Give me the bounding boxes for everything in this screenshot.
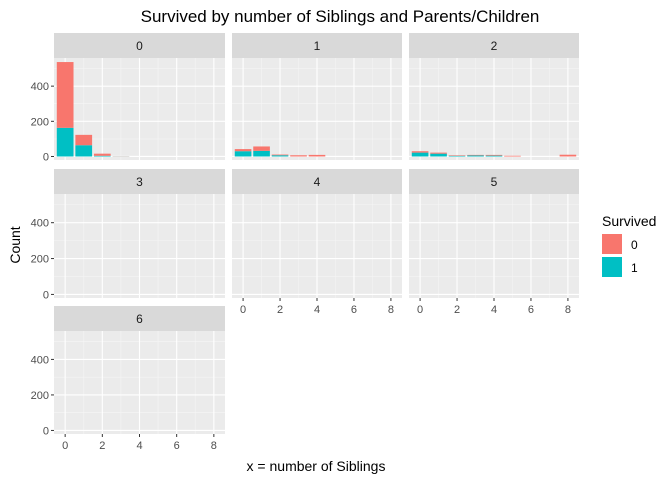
facet-strip-label: 3: [136, 175, 143, 189]
bar-survived-0: [485, 154, 503, 156]
legend-title: Survived: [602, 213, 656, 229]
bar-survived-1: [75, 145, 93, 157]
facet-strip-label: 2: [491, 39, 498, 53]
y-tick-label: 0: [43, 289, 49, 301]
legend-swatch-0: [602, 234, 622, 254]
facet-panel-3: 3 0 200 400: [31, 169, 225, 301]
facet-strip: [232, 33, 402, 58]
facet-strip-label: 6: [136, 312, 143, 326]
y-tick-label: 0: [43, 425, 49, 437]
bar-survived-1: [93, 155, 111, 157]
bar-survived-1: [411, 152, 429, 157]
x-tick-label: 8: [388, 304, 394, 316]
bar-survived-0: [234, 149, 252, 152]
facet-panel-4: 4 0 2 4 6 8: [232, 169, 402, 316]
facet-panel-5: 5 0 2 4 6 8: [409, 169, 579, 316]
bar-survived-0: [411, 151, 429, 153]
y-tick-label: 200: [31, 254, 49, 266]
bar-survived-0: [75, 134, 93, 146]
x-tick-label: 6: [351, 304, 357, 316]
bar-survived-1: [253, 150, 270, 157]
bar-survived-0: [467, 154, 484, 156]
facet-strip-label: 5: [491, 175, 498, 189]
y-tick-label: 400: [31, 81, 49, 93]
facet-panel-1: 1: [232, 33, 402, 160]
x-tick-label: 4: [491, 304, 497, 316]
facet-strip: [409, 33, 579, 58]
x-tick-label: 2: [99, 440, 105, 452]
x-tick-label: 0: [240, 304, 246, 316]
facet-strip-label: 4: [314, 175, 321, 189]
x-tick-label: 8: [211, 440, 217, 452]
bar-survived-0: [253, 146, 270, 151]
y-tick-label: 400: [31, 218, 49, 230]
facet-strip-label: 1: [314, 39, 321, 53]
bar-survived-1: [485, 155, 503, 157]
facet-strip: [409, 169, 579, 194]
y-tick-label: 200: [31, 390, 49, 402]
x-tick-label: 0: [62, 440, 68, 452]
bar-survived-0: [559, 154, 577, 157]
legend: Survived 0 1: [602, 213, 656, 277]
bar-survived-1: [271, 155, 289, 157]
facet-panel-0: 0 0 200 400: [31, 33, 225, 163]
x-tick-label: 6: [174, 440, 180, 452]
legend-label-0: 0: [631, 238, 638, 252]
x-tick-label: 2: [454, 304, 460, 316]
x-tick-label: 2: [277, 304, 283, 316]
bar-survived-0: [448, 155, 466, 156]
bar-survived-0: [93, 153, 111, 156]
bar-survived-1: [467, 155, 484, 157]
facet-strip: [232, 169, 402, 194]
facet-strip: [54, 33, 225, 58]
x-tick-label: 6: [528, 304, 534, 316]
y-axis-title: Count: [7, 226, 23, 263]
bar-survived-0: [271, 154, 289, 156]
bar-survived-1: [448, 155, 466, 157]
facet-panel-6: 6 0 200 400 0 2 4 6 8: [31, 306, 225, 452]
facet-strip: [54, 306, 225, 331]
y-tick-label: 0: [43, 151, 49, 163]
bar-survived-0: [308, 154, 326, 157]
y-tick-label: 400: [31, 354, 49, 366]
y-tick-label: 200: [31, 116, 49, 128]
bar-survived-1: [56, 127, 74, 157]
x-tick-label: 4: [136, 440, 142, 452]
facet-strip-label: 0: [136, 39, 143, 53]
bar-survived-0: [430, 152, 447, 154]
x-tick-label: 4: [314, 304, 320, 316]
bar-survived-0: [56, 62, 74, 128]
x-tick-label: 8: [565, 304, 571, 316]
bar-survived-1: [430, 153, 447, 157]
legend-swatch-1: [602, 257, 622, 277]
legend-label-1: 1: [631, 261, 638, 275]
bar-survived-0: [290, 155, 307, 157]
facet-strip: [54, 169, 225, 194]
bar-survived-0: [504, 155, 521, 157]
facet-panels: 0 0 200 400 1 2 3 0 200 400 4 0 2 4 6 8 5 0 2 4 6 8 6 0 200 400 0 2…: [31, 33, 579, 452]
chart-title: Survived by number of Siblings and Paren…: [141, 7, 540, 26]
facet-panel-2: 2: [409, 33, 579, 160]
bar-survived-1: [234, 151, 252, 157]
x-axis-title: x = number of Siblings: [247, 458, 386, 474]
x-tick-label: 0: [417, 304, 423, 316]
